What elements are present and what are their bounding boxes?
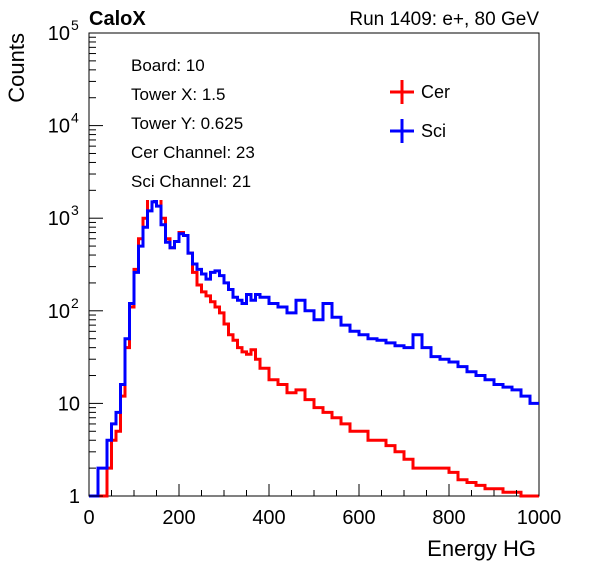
x-axis-title: Energy HG [427, 536, 536, 561]
run-label: Run 1409: e+, 80 GeV [349, 9, 539, 30]
info-sci-channel: Sci Channel: 21 [131, 172, 251, 191]
y-tick-label: 10 [48, 116, 70, 138]
legend-label-cer: Cer [421, 82, 450, 102]
info-box: Board: 10 Tower X: 1.5 Tower Y: 0.625 Ce… [110, 45, 360, 200]
x-tick-label: 600 [342, 507, 375, 529]
y-tick-exponent: 3 [71, 202, 79, 218]
series-cer-line [89, 181, 539, 498]
legend: Cer Sci [390, 80, 450, 143]
x-axis: 0 200 400 600 800 1000 [83, 484, 561, 529]
info-tower-y: Tower Y: 0.625 [131, 114, 243, 133]
x-tick-label: 200 [162, 507, 195, 529]
y-tick-exponent: 5 [71, 17, 79, 33]
legend-marker-sci [390, 119, 414, 143]
x-tick-label: 800 [432, 507, 465, 529]
legend-marker-cer [390, 80, 414, 104]
y-tick-label: 10 [48, 208, 70, 230]
y-tick-exponent: 4 [71, 110, 79, 126]
y-axis-title: Counts [4, 33, 29, 103]
info-tower-x: Tower X: 1.5 [131, 85, 226, 104]
info-cer-channel: Cer Channel: 23 [131, 143, 255, 162]
y-tick-label: 10 [48, 301, 70, 323]
series-sci-line [89, 199, 539, 498]
y-tick-label: 1 [69, 486, 80, 508]
x-tick-label: 400 [252, 507, 285, 529]
info-board: Board: 10 [131, 56, 205, 75]
y-tick-exponent: 2 [71, 295, 79, 311]
y-tick-label: 10 [48, 23, 70, 45]
curves [89, 181, 539, 498]
x-tick-label: 1000 [517, 507, 562, 529]
y-tick-label: 10 [58, 393, 80, 415]
experiment-label: CaloX [89, 8, 146, 30]
x-tick-label: 0 [83, 507, 94, 529]
legend-label-sci: Sci [421, 121, 446, 141]
info-box-background [110, 45, 360, 200]
